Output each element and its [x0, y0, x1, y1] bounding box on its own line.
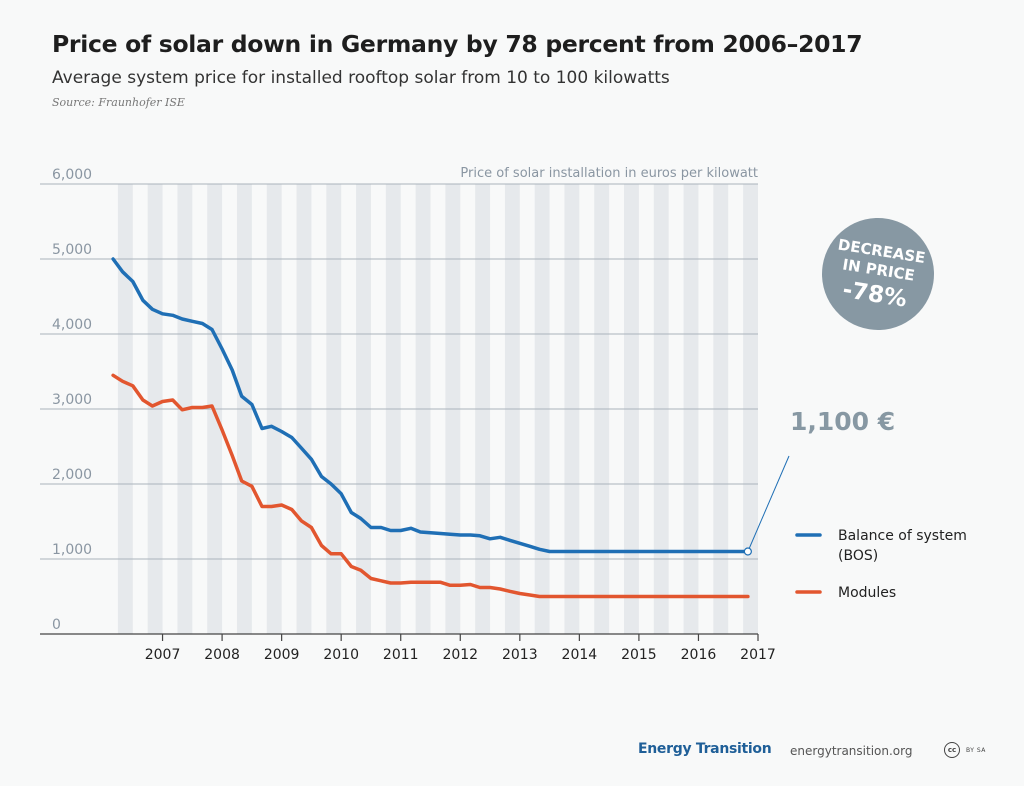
license-text: BY SA [966, 746, 986, 754]
cc-icon: cc [944, 742, 960, 758]
legend-label: Modules [838, 585, 896, 601]
x-tick-label: 2010 [323, 647, 359, 663]
x-tick-label: 2013 [502, 647, 538, 663]
footer-url[interactable]: energytransition.org [790, 744, 913, 758]
chart-title: Price of solar down in Germany by 78 per… [52, 30, 863, 58]
callout-value: 1,100 € [790, 407, 895, 436]
badge-circle [822, 218, 934, 330]
y-tick-label: 4,000 [52, 317, 92, 333]
series-line-modules [111, 373, 750, 599]
license-badge: cc BY SA [944, 742, 986, 758]
y-tick-label: 2,000 [52, 467, 92, 483]
series-line-bos [111, 257, 750, 554]
x-tick-label: 2011 [383, 647, 419, 663]
x-tick-label: 2007 [145, 647, 181, 663]
chart-subtitle: Average system price for installed rooft… [52, 68, 670, 88]
y-tick-label: 0 [52, 617, 61, 633]
x-tick-label: 2015 [621, 647, 657, 663]
legend: Balance of system (BOS) Modules [795, 528, 967, 601]
y-tick-label: 6,000 [52, 167, 92, 183]
y-tick-label: 5,000 [52, 242, 92, 258]
legend-label: Balance of system [838, 528, 967, 544]
y-tick-label: 1,000 [52, 542, 92, 558]
callout-leader [747, 455, 790, 552]
y-tick-label: 3,000 [52, 392, 92, 408]
source-note: Source: Fraunhofer ISE [52, 96, 185, 109]
x-tick-label: 2014 [562, 647, 598, 663]
legend-label: (BOS) [838, 548, 878, 564]
y-axis-title: Price of solar installation in euros per… [460, 166, 758, 181]
brand-logo: Energy Transition [638, 741, 772, 757]
x-tick-label: 2009 [264, 647, 300, 663]
x-tick-label: 2017 [740, 647, 776, 663]
x-tick-label: 2016 [681, 647, 717, 663]
x-tick-label: 2012 [442, 647, 478, 663]
end-point-marker [743, 547, 752, 556]
x-tick-label: 2008 [204, 647, 240, 663]
